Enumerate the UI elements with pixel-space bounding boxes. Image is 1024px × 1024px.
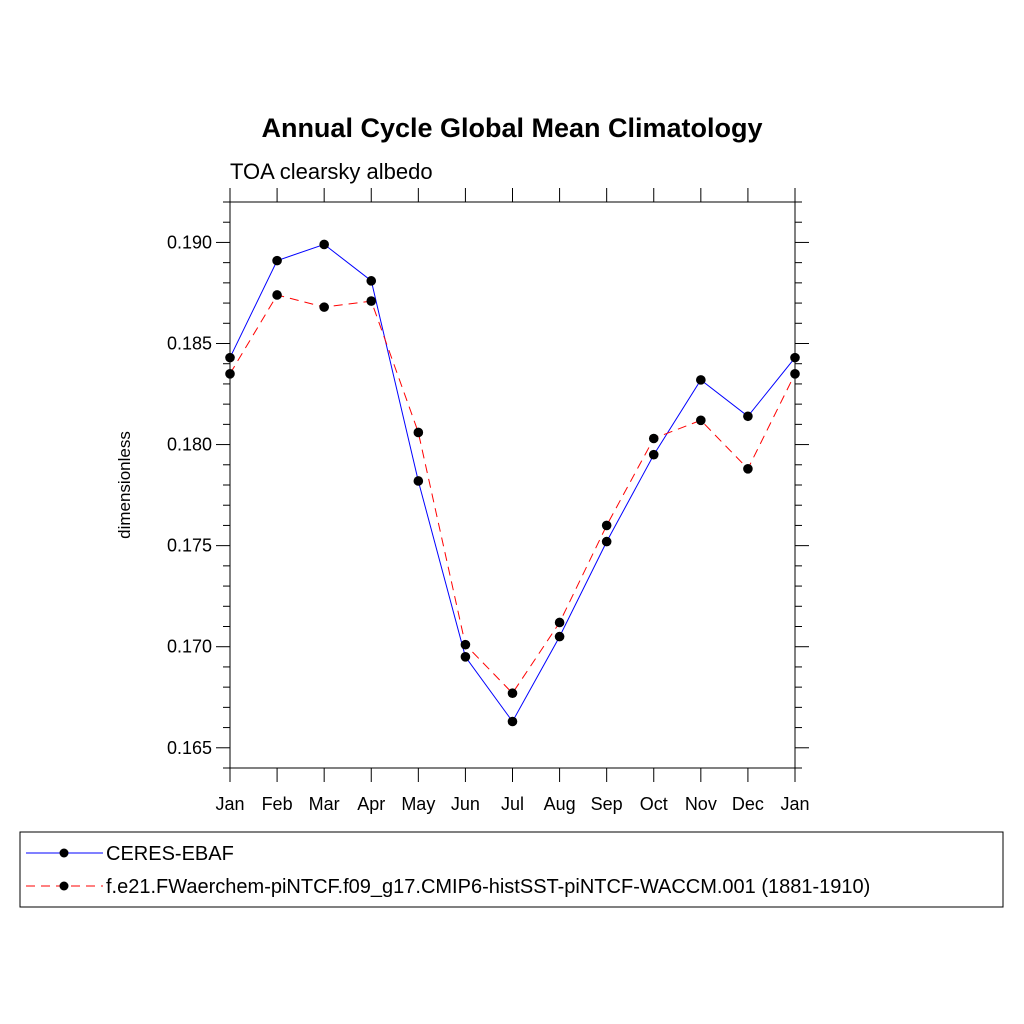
series-1-point (601, 536, 612, 547)
y-tick-label: 0.180 (167, 435, 212, 455)
y-tick-label: 0.175 (167, 536, 212, 556)
series-line-1 (229, 243, 796, 723)
chart-title: Annual Cycle Global Mean Climatology (261, 113, 762, 143)
x-tick-label: Apr (357, 794, 385, 814)
x-tick-label: May (401, 794, 435, 814)
legend-marker-series-2 (59, 881, 69, 891)
series-1-point (460, 652, 471, 662)
series-2-point (554, 617, 565, 628)
series-1-point (790, 352, 800, 363)
series-2-point (366, 296, 377, 306)
chart-subtitle: TOA clearsky albedo (230, 159, 433, 184)
series-1-point (319, 239, 329, 250)
series-2-point (507, 688, 518, 699)
series-2-point (413, 427, 424, 438)
series-2-point (225, 369, 235, 379)
series-2-point (696, 415, 706, 426)
y-tick-label: 0.165 (167, 738, 212, 758)
x-tick-label: Sep (591, 794, 623, 814)
x-tick-label: Mar (309, 794, 340, 814)
x-tick-label: Aug (544, 794, 576, 814)
plot-frame (229, 201, 796, 769)
series-2-point (272, 290, 282, 300)
series-1-point (366, 276, 377, 286)
series-1-point (743, 411, 753, 422)
series-line-2 (229, 294, 796, 694)
series-2-point (648, 433, 659, 444)
series-1-point (507, 716, 518, 727)
series-2-point (743, 464, 753, 474)
series-1-point (413, 476, 424, 486)
y-tick-label: 0.170 (167, 637, 212, 657)
x-tick-label: Feb (262, 794, 293, 814)
plot-area: 0.165 0.170 0.175 0.180 0.185 0.190 Jan Feb Mar A… (167, 188, 810, 814)
series-1-point (648, 449, 659, 460)
x-tick-label: Nov (685, 794, 717, 814)
y-tick-label: 0.190 (167, 232, 212, 252)
series-2-point (319, 302, 329, 312)
series-2-point (790, 369, 800, 379)
x-tick-label: Oct (640, 794, 668, 814)
x-tick-label: Jan (215, 794, 244, 814)
legend-box (19, 831, 1004, 908)
legend-label-series-2: f.e21.FWaerchem-piNTCF.f09_g17.CMIP6-his… (106, 876, 870, 898)
x-tick-label: Jul (501, 794, 524, 814)
series-2-point (601, 520, 612, 531)
x-tick-label: Dec (732, 794, 764, 814)
legend-marker-series-1 (59, 848, 69, 858)
y-tick-label: 0.185 (167, 334, 212, 354)
series-1-point (225, 352, 235, 363)
series-1-point (272, 255, 282, 266)
series-2-point (460, 639, 471, 650)
y-axis-label: dimensionless (115, 431, 134, 539)
series-1-point (696, 375, 706, 385)
x-tick-label: Jun (451, 794, 480, 814)
x-tick-label: Jan (780, 794, 809, 814)
legend-label-series-1: CERES-EBAF (106, 843, 234, 865)
series-1-point (554, 631, 565, 642)
